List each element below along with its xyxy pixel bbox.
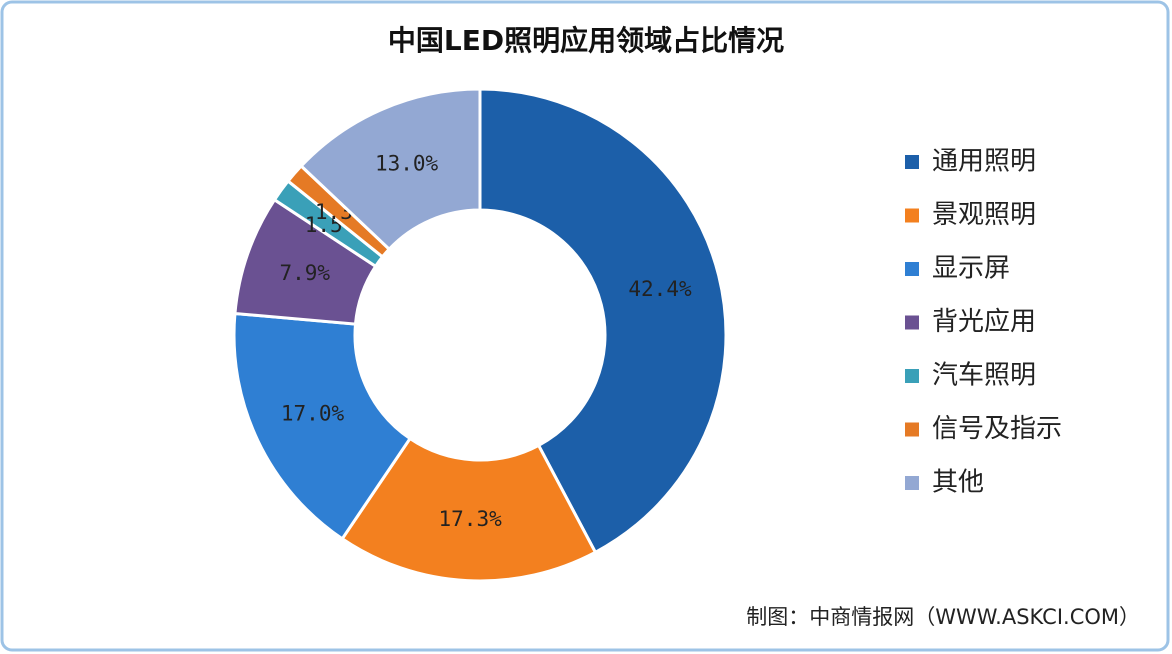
plot: 42.4%17.3%17.0%7.9%1.5%1.3%13.0% 通用照明景观照明… [232,87,1062,583]
legend-label: 其他 [932,468,984,498]
legend-label: 背光应用 [932,307,1036,337]
legend-swatch [905,208,919,223]
legend-label: 通用照明 [932,147,1036,177]
legend-label: 显示屏 [932,254,1010,284]
value-label: 17.0% [281,402,345,426]
slice [232,311,413,541]
legend-swatch [905,369,919,383]
source-note: 制图：中商情报网（WWW.ASKCI.COM） [746,605,1140,629]
value-label: 42.4% [628,277,692,301]
legend-label: 景观照明 [932,200,1036,230]
value-label: 13.0% [375,152,439,176]
legend-swatch [905,315,919,330]
legend-swatch [905,155,919,169]
legend-swatch [905,476,919,490]
legend-label: 信号及指示 [932,414,1062,444]
legend-label: 汽车照明 [932,361,1036,391]
slice [299,87,482,252]
slice [478,87,728,555]
value-label: 7.9% [280,261,331,285]
legend-swatch [905,422,919,437]
value-label: 17.3% [439,507,503,531]
legend-swatch [905,262,919,276]
slice [340,436,598,583]
chart-title: 中国LED照明应用领域占比情况 [388,24,784,57]
